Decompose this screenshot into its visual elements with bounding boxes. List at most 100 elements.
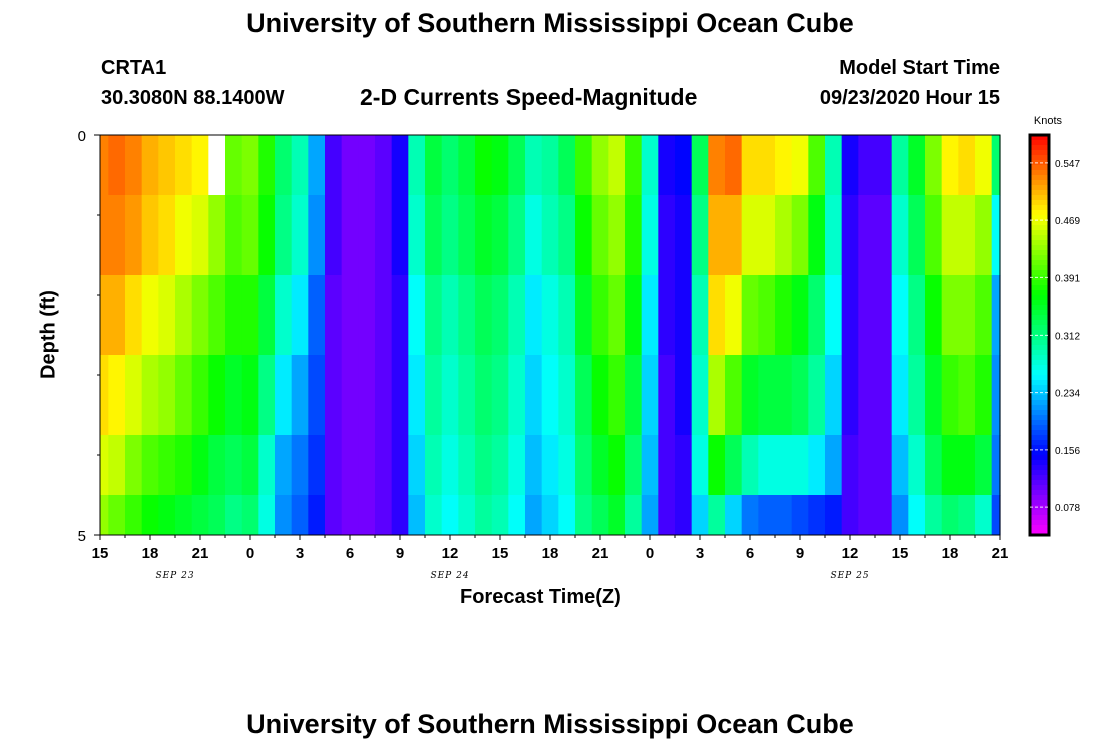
heatmap-cell [991, 195, 1001, 276]
heatmap-cell [775, 135, 793, 196]
heatmap-cell [441, 195, 459, 276]
x-tick-label: 21 [992, 545, 1009, 562]
heatmap-cell [141, 355, 159, 436]
colorbar-segment [1030, 435, 1049, 441]
x-tick-label: 3 [696, 545, 704, 562]
heatmap-cell [558, 355, 576, 436]
heatmap-cell [341, 135, 359, 196]
heatmap-cell [291, 195, 309, 276]
colorbar-segment [1030, 140, 1049, 146]
heatmap-cell [525, 275, 543, 356]
heatmap-cell [175, 195, 193, 276]
colorbar-segment [1030, 460, 1049, 466]
heatmap-cell [591, 275, 609, 356]
heatmap-cell [341, 195, 359, 276]
heatmap-cell [275, 195, 293, 276]
heatmap-cell [708, 135, 726, 196]
colorbar-segment [1030, 520, 1049, 526]
colorbar-segment [1030, 365, 1049, 371]
colorbar-tick-label: 0.312 [1055, 331, 1080, 342]
heatmap-cell [208, 195, 226, 276]
heatmap-cell [458, 495, 476, 536]
heatmap-cell [891, 135, 909, 196]
colorbar-segment [1030, 415, 1049, 421]
heatmap-cell [325, 275, 343, 356]
colorbar-segment [1030, 305, 1049, 311]
heatmap-cell [408, 195, 426, 276]
colorbar-segment [1030, 390, 1049, 396]
heatmap-cell [108, 495, 126, 536]
heatmap-cell [958, 355, 976, 436]
heatmap-cell [775, 435, 793, 496]
heatmap-cell [275, 355, 293, 436]
colorbar-segment [1030, 335, 1049, 341]
heatmap-cell [958, 275, 976, 356]
heatmap-cell [358, 195, 376, 276]
heatmap-cell [758, 195, 776, 276]
heatmap-cell [158, 435, 176, 496]
heatmap-cell [791, 495, 809, 536]
heatmap-cell [391, 435, 409, 496]
heatmap-cell [275, 435, 293, 496]
colorbar-segment [1030, 240, 1049, 246]
heatmap-cell [941, 275, 959, 356]
heatmap-cell [991, 275, 1001, 356]
colorbar-segment [1030, 255, 1049, 261]
colorbar-tick-label: 0.234 [1055, 389, 1080, 400]
heatmap-cell [875, 435, 893, 496]
heatmap-cell [175, 495, 193, 536]
heatmap-cell [941, 435, 959, 496]
heatmap-cell [891, 495, 909, 536]
colorbar-segment [1030, 515, 1049, 521]
heatmap-cell [991, 355, 1001, 436]
heatmap-cell [108, 355, 126, 436]
heatmap-cell [975, 435, 993, 496]
heatmap-cell [641, 435, 659, 496]
heatmap-cell [308, 135, 326, 196]
heatmap-cell [125, 435, 143, 496]
colorbar-segment [1030, 445, 1049, 451]
heatmap-cell [291, 355, 309, 436]
heatmap-cell [641, 195, 659, 276]
colorbar-segment [1030, 300, 1049, 306]
heatmap-cell [758, 275, 776, 356]
heatmap-cell [308, 355, 326, 436]
heatmap-cell [391, 275, 409, 356]
heatmap-cell [158, 275, 176, 356]
heatmap-cell [375, 135, 393, 196]
colorbar-segment [1030, 220, 1049, 226]
x-tick-label: 18 [942, 545, 959, 562]
heatmap-cell [825, 495, 843, 536]
heatmap-cell [291, 495, 309, 536]
heatmap-cell [791, 135, 809, 196]
heatmap-cell [208, 355, 226, 436]
heatmap-cell [558, 135, 576, 196]
heatmap-cell [925, 275, 943, 356]
heatmap-cell [925, 355, 943, 436]
heatmap-cell [508, 495, 526, 536]
colorbar-segment [1030, 160, 1049, 166]
heatmap-cell [608, 495, 626, 536]
heatmap-cell [375, 435, 393, 496]
x-tick-label: 0 [246, 545, 254, 562]
heatmap-cell [458, 275, 476, 356]
heatmap-cell [241, 195, 259, 276]
heatmap-cell [491, 435, 509, 496]
x-tick-label: 15 [492, 545, 509, 562]
heatmap-cell [225, 195, 243, 276]
heatmap-cell [208, 275, 226, 356]
heatmap-cell [825, 435, 843, 496]
x-axis: 15 18 21 0 3 6 9 12 15 18 21 0 3 6 9 12 15 18 21 SEP 23 SEP … [92, 535, 1009, 581]
heatmap-cell [808, 135, 826, 196]
heatmap-cell [325, 195, 343, 276]
colorbar-segment [1030, 295, 1049, 301]
station-coords: 30.3080N 88.1400W [101, 87, 285, 109]
x-tick-label: 3 [296, 545, 304, 562]
heatmap-cell [841, 195, 859, 276]
colorbar-segment [1030, 310, 1049, 316]
heatmap-cell [375, 195, 393, 276]
heatmap-cell [825, 135, 843, 196]
colorbar-segment [1030, 480, 1049, 486]
heatmap-cell [275, 135, 293, 196]
heatmap-cell [741, 435, 759, 496]
